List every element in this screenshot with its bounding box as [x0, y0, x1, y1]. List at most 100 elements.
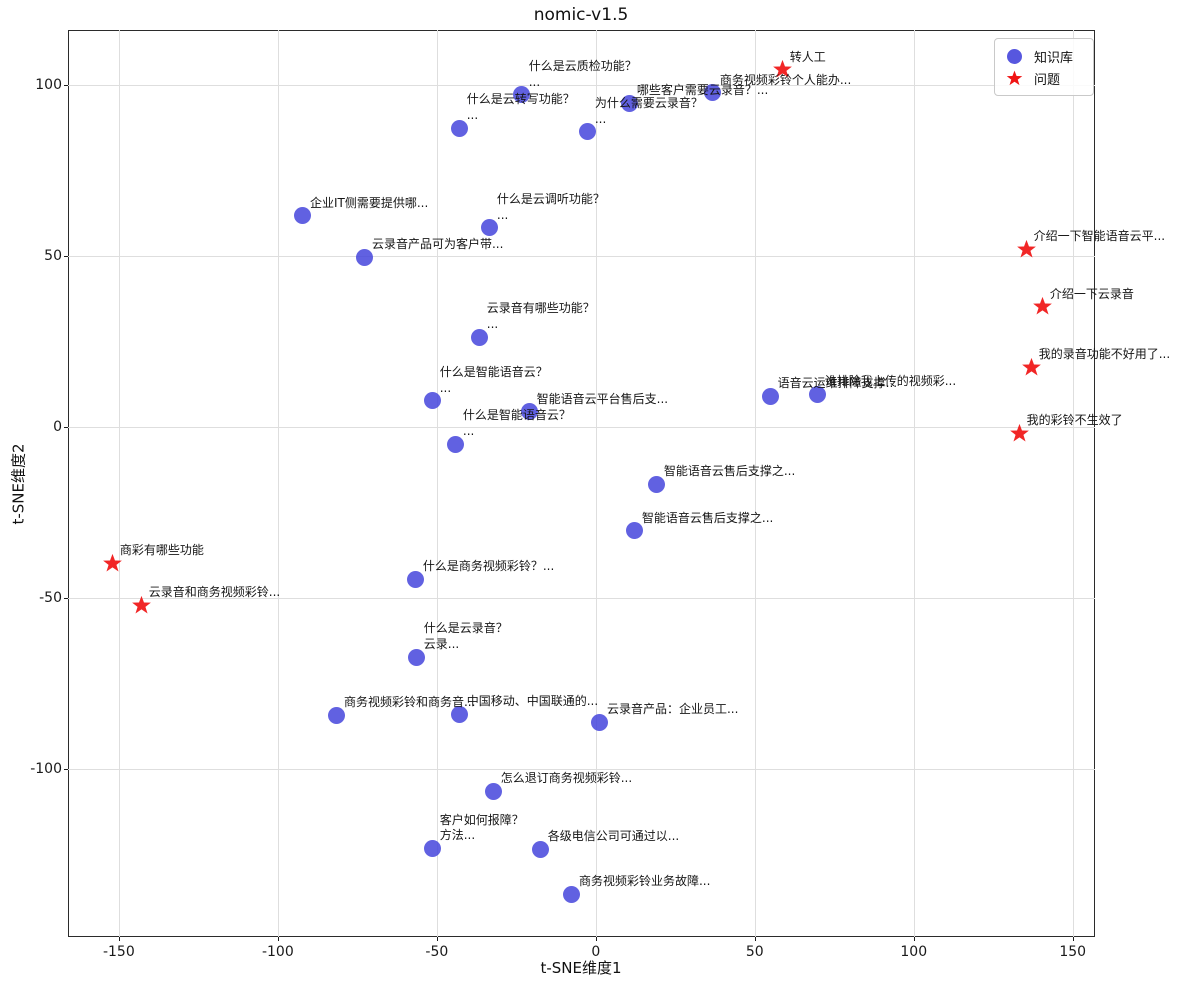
x-tick: [118, 937, 120, 941]
point-annotation: 商彩有哪些功能: [119, 543, 204, 558]
scatter-point-knowledge-base: [451, 706, 469, 724]
gridline-vertical: [118, 30, 120, 937]
scatter-point-question: [103, 554, 123, 572]
point-annotation: 云录音有哪些功能？ ...: [486, 301, 595, 331]
scatter-point-knowledge-base: [356, 248, 374, 266]
x-tick-label: -150: [102, 944, 135, 960]
y-tick: [64, 597, 68, 599]
legend-label-knowledge-base: 知识库: [1034, 50, 1074, 66]
scatter-point-knowledge-base: [447, 435, 465, 453]
scatter-point-knowledge-base: [485, 783, 503, 801]
point-annotation: 云录音产品：企业员工...: [606, 702, 739, 717]
y-axis-label: t-SNE维度2: [9, 443, 28, 525]
point-annotation: 云录音产品可为客户带...: [371, 236, 504, 251]
gridline-horizontal: [68, 85, 1095, 87]
legend-item-knowledge-base: 知识库: [1005, 45, 1085, 67]
x-axis-label: t-SNE维度1: [540, 959, 622, 977]
scatter-point-knowledge-base: [408, 648, 426, 666]
scatter-point-knowledge-base: [591, 714, 609, 732]
x-tick-label: -50: [425, 944, 449, 960]
scatter-point-knowledge-base: [481, 219, 499, 237]
point-annotation: 语音云运维排障支撑...: [777, 376, 898, 391]
gridline-horizontal: [68, 768, 1095, 770]
circle-marker-icon: [1007, 48, 1022, 64]
point-annotation: 介绍一下智能语音云平...: [1033, 229, 1166, 244]
point-annotation: 各级电信公司可通过以...: [547, 829, 680, 844]
point-annotation: 什么是云质检功能？ ...: [528, 59, 637, 89]
scatter-point-knowledge-base: [424, 840, 442, 858]
point-annotation: 转人工: [789, 49, 826, 64]
x-tick-label: 0: [591, 944, 601, 960]
gridline-vertical: [1072, 30, 1074, 937]
scatter-point-question: [132, 596, 152, 614]
point-annotation: 什么是智能语音云？ ...: [462, 408, 571, 438]
x-tick: [754, 937, 756, 941]
x-tick: [277, 937, 279, 941]
point-annotation: 介绍一下云录音: [1049, 286, 1134, 301]
x-tick: [595, 937, 597, 941]
y-tick: [64, 426, 68, 428]
point-annotation: 我的录音功能不好用了...: [1038, 346, 1171, 361]
point-annotation: 智能语音云售后支撑之...: [641, 510, 774, 525]
star-marker-icon: [1006, 70, 1023, 85]
y-tick: [64, 768, 68, 770]
scatter-point-knowledge-base: [626, 522, 644, 540]
scatter-point-knowledge-base: [328, 707, 346, 725]
scatter-point-question: [773, 60, 793, 78]
x-tick: [1072, 937, 1074, 941]
scatter-point-knowledge-base: [809, 386, 827, 404]
x-tick: [436, 937, 438, 941]
y-tick: [64, 255, 68, 257]
gridline-vertical: [436, 30, 438, 937]
scatter-point-knowledge-base: [621, 94, 639, 112]
point-annotation: 客户如何报障？ 方法...: [439, 813, 524, 843]
x-tick-label: -100: [261, 944, 294, 960]
y-tick-label: 0: [53, 418, 62, 435]
scatter-point-knowledge-base: [704, 84, 722, 102]
plot-area: [68, 30, 1095, 937]
chart-title: nomic-v1.5: [533, 5, 629, 25]
x-tick-label: 50: [745, 944, 764, 960]
y-tick: [64, 85, 68, 87]
gridline-vertical: [277, 30, 279, 937]
scatter-point-knowledge-base: [407, 571, 425, 589]
y-tick-label: -100: [30, 760, 62, 777]
point-annotation: 什么是云转写功能？ ...: [466, 92, 575, 122]
point-annotation: 企业IT侧需要提供哪...: [309, 195, 429, 210]
gridline-vertical: [913, 30, 915, 937]
y-tick-label: 50: [44, 247, 62, 264]
point-annotation: 哪些客户需要云录音？...: [636, 82, 769, 97]
scatter-point-knowledge-base: [762, 388, 780, 406]
scatter-point-knowledge-base: [471, 328, 489, 346]
point-annotation: 什么是智能语音云？ ...: [439, 365, 548, 395]
point-annotation: 智能语音云售后支撑之...: [663, 463, 796, 478]
point-annotation: 什么是云调听功能？ ...: [496, 192, 605, 222]
gridline-horizontal: [68, 426, 1095, 428]
legend-label-question: 问题: [1034, 72, 1061, 88]
scatter-point-question: [1017, 240, 1037, 258]
point-annotation: 为什么需要云录音？ ...: [594, 96, 703, 126]
scatter-point-knowledge-base: [648, 475, 666, 493]
point-annotation: 什么是商务视频彩铃？...: [422, 559, 555, 574]
point-annotation: 商务视频彩铃个人能办...: [719, 72, 852, 87]
x-tick-label: 150: [1059, 944, 1087, 960]
legend-item-question: 问题: [1005, 67, 1085, 89]
scatter-point-question: [1022, 357, 1042, 376]
scatter-point-knowledge-base: [294, 207, 312, 225]
scatter-point-knowledge-base: [532, 841, 550, 859]
scatter-point-question: [1010, 424, 1030, 442]
y-tick-label: 100: [35, 77, 62, 94]
x-tick-label: 100: [900, 944, 928, 960]
scatter-point-knowledge-base: [513, 86, 531, 104]
scatter-point-knowledge-base: [563, 886, 581, 904]
point-annotation: 商务视频彩铃和商务音...: [343, 695, 476, 710]
scatter-point-knowledge-base: [424, 392, 442, 410]
y-tick-label: -50: [39, 589, 62, 606]
point-annotation: 云录音和商务视频彩铃...: [148, 585, 281, 600]
gridline-vertical: [595, 30, 597, 937]
x-tick: [913, 937, 915, 941]
scatter-point-knowledge-base: [451, 119, 469, 137]
scatter-point-knowledge-base: [579, 123, 597, 141]
point-annotation: 智能语音云平台售后支...: [536, 391, 669, 406]
